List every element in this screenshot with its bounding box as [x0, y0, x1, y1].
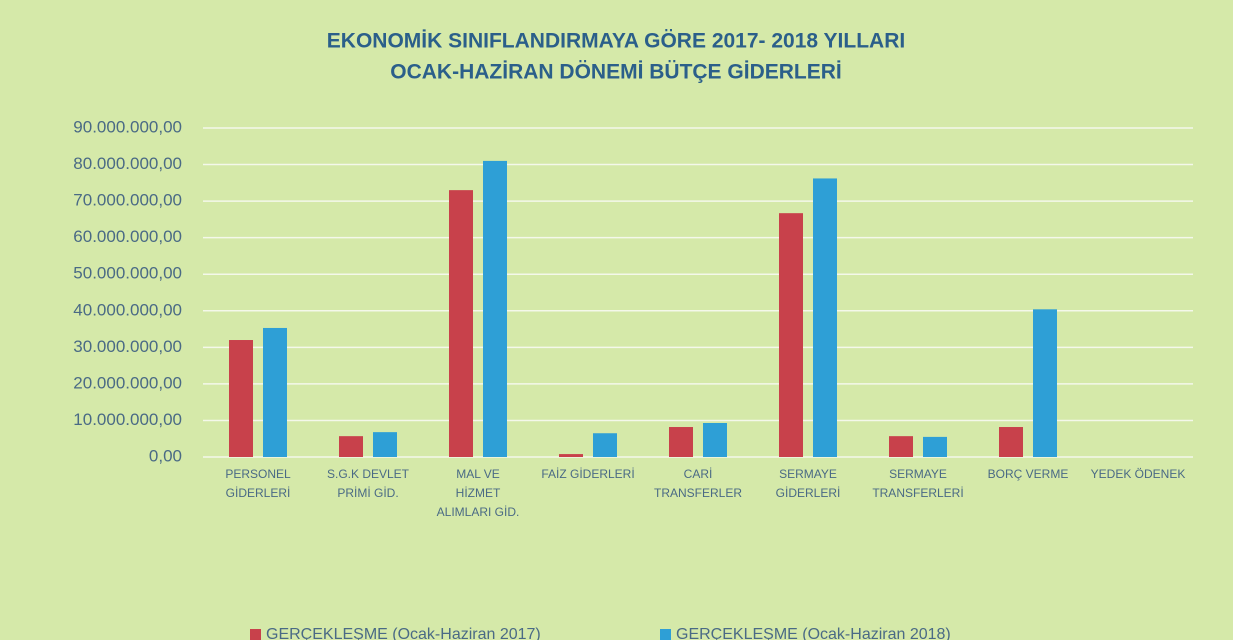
x-tick-label: PERSONEL [225, 467, 291, 481]
y-tick-label: 60.000.000,00 [73, 227, 182, 246]
x-tick-label: ALIMLARI GİD. [437, 505, 520, 519]
x-tick-label: TRANSFERLERİ [872, 486, 963, 500]
x-tick-label: CARİ [684, 467, 713, 481]
bar [559, 454, 583, 457]
bar [373, 432, 397, 457]
x-tick-label: HİZMET [456, 486, 501, 500]
legend-swatch [660, 629, 671, 640]
bar [593, 433, 617, 457]
chart-title: EKONOMİK SINIFLANDIRMAYA GÖRE 2017- 2018… [327, 30, 905, 53]
bar [923, 436, 947, 457]
y-tick-label: 30.000.000,00 [73, 337, 182, 356]
chart-title: OCAK-HAZİRAN DÖNEMİ BÜTÇE GİDERLERİ [390, 61, 842, 84]
y-tick-label: 0,00 [149, 446, 182, 465]
y-tick-label: 50.000.000,00 [73, 264, 182, 283]
bar [263, 327, 287, 457]
x-tick-label: BORÇ VERME [988, 467, 1069, 481]
bar [703, 423, 727, 457]
bar [229, 340, 253, 457]
y-tick-label: 70.000.000,00 [73, 191, 182, 210]
bar [449, 190, 473, 457]
x-tick-label: S.G.K DEVLET [327, 467, 410, 481]
x-tick-label: PRİMİ GİD. [337, 486, 398, 500]
bar [779, 213, 803, 457]
y-tick-label: 20.000.000,00 [73, 373, 182, 392]
bar [999, 427, 1023, 457]
bar [483, 160, 507, 457]
x-tick-label: SERMAYE [889, 467, 947, 481]
x-tick-label: YEDEK ÖDENEK [1091, 467, 1186, 481]
x-tick-label: MAL VE [456, 467, 500, 481]
x-tick-label: FAİZ GİDERLERİ [541, 467, 634, 481]
x-tick-label: GİDERLERİ [226, 486, 291, 500]
y-tick-label: 10.000.000,00 [73, 410, 182, 429]
y-tick-label: 40.000.000,00 [73, 300, 182, 319]
x-tick-label: SERMAYE [779, 467, 837, 481]
bar [1033, 309, 1057, 457]
x-tick-label: GİDERLERİ [776, 486, 841, 500]
bar [339, 436, 363, 457]
legend-label: GERÇEKLEŞME (Ocak-Haziran 2017) [266, 626, 541, 640]
y-tick-label: 90.000.000,00 [73, 117, 182, 136]
bar [889, 436, 913, 457]
x-tick-label: TRANSFERLER [654, 486, 742, 500]
bar [813, 178, 837, 458]
legend-swatch [250, 629, 261, 640]
legend-label: GERÇEKLEŞME (Ocak-Haziran 2018) [676, 626, 951, 640]
bar [669, 427, 693, 457]
y-tick-label: 80.000.000,00 [73, 154, 182, 173]
